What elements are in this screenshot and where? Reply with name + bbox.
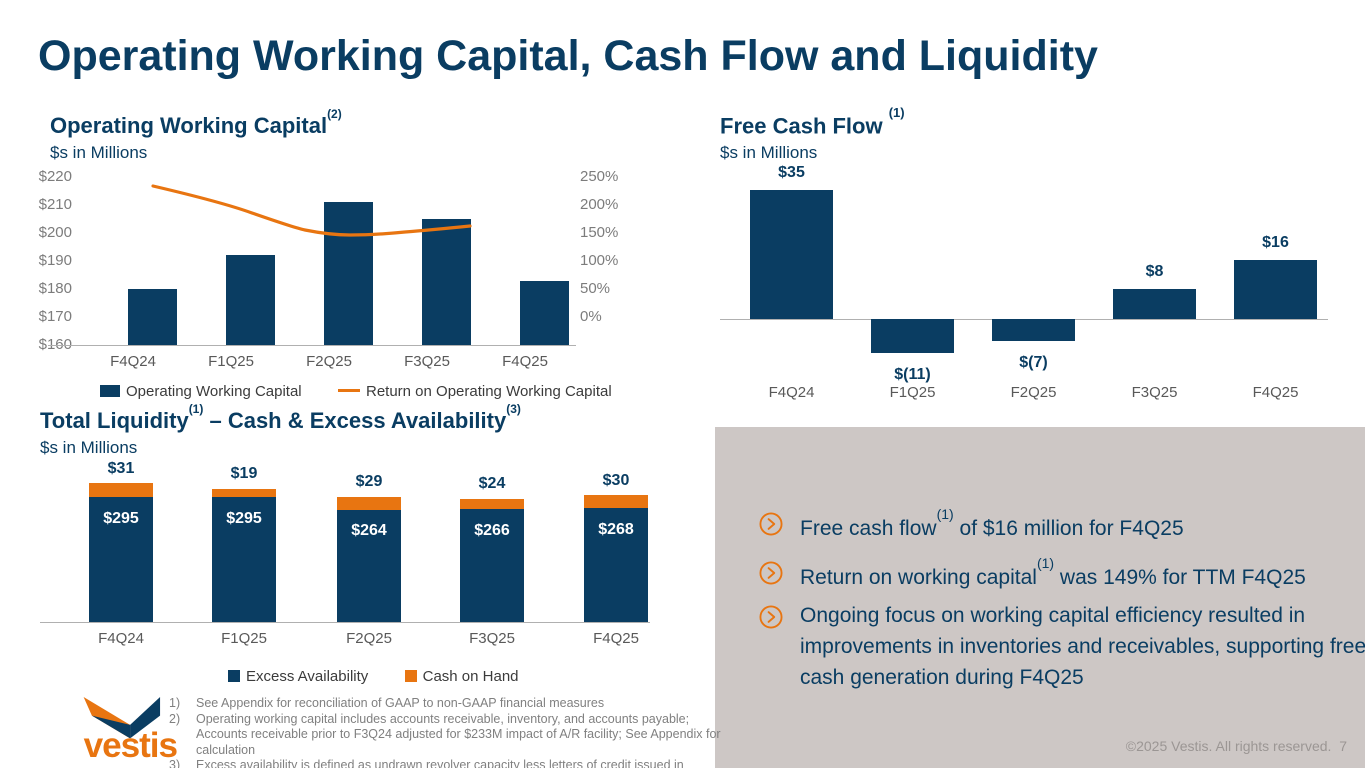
svg-text:vestis: vestis — [84, 726, 178, 759]
